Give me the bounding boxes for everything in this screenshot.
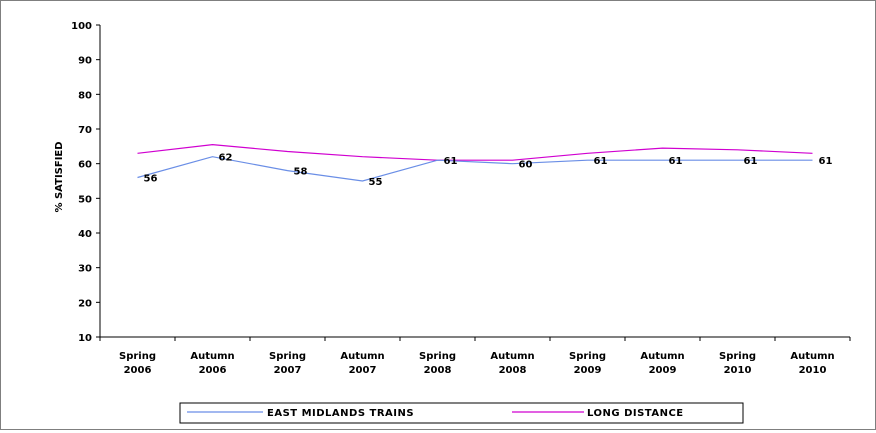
- legend-box: [179, 402, 744, 424]
- x-tick-label-line: Spring: [269, 351, 306, 362]
- x-tick-label: Autumn 2006: [190, 351, 234, 376]
- y-tick-label: 80: [78, 90, 92, 101]
- data-labels: 56 62 58 55 61 60 61 61 61 61: [144, 153, 833, 188]
- x-tick-label-line: 2006: [199, 365, 227, 376]
- x-tick-label: Spring 2006: [119, 351, 156, 376]
- x-tick-label-line: Autumn: [640, 351, 684, 362]
- legend-label: LONG DISTANCE: [587, 408, 684, 419]
- data-label: 60: [519, 160, 533, 171]
- y-tick-label: 60: [78, 160, 92, 171]
- data-label: 58: [294, 167, 308, 178]
- x-tick-label-line: Spring: [119, 351, 156, 362]
- y-tick-label: 10: [78, 333, 92, 344]
- y-tick-label: 30: [78, 264, 92, 275]
- data-label: 61: [669, 156, 683, 167]
- x-tick-label: Autumn 2009: [640, 351, 684, 376]
- x-tick-label-line: 2009: [574, 365, 602, 376]
- x-tick-label: Spring 2009: [569, 351, 606, 376]
- x-tick-label-line: Spring: [419, 351, 456, 362]
- x-tick-label-line: 2007: [349, 365, 377, 376]
- x-tick-label-line: 2008: [424, 365, 452, 376]
- x-tick-label-line: 2007: [274, 365, 302, 376]
- y-tick-label: 40: [78, 229, 92, 240]
- x-tick-label: Autumn 2007: [340, 351, 384, 376]
- legend: EAST MIDLANDS TRAINS LONG DISTANCE: [179, 402, 744, 424]
- y-tick-label: 70: [78, 125, 92, 136]
- x-tick-label-line: 2008: [499, 365, 527, 376]
- data-label: 61: [819, 156, 833, 167]
- x-tick-label: Spring 2010: [719, 351, 756, 376]
- y-tick-label: 90: [78, 56, 92, 67]
- x-tick-label-line: Autumn: [490, 351, 534, 362]
- x-axis: Spring 2006 Autumn 2006 Spring 2007 Autumn 2007…: [99, 336, 851, 376]
- y-tick-label: 50: [78, 194, 92, 205]
- x-tick-label-line: Spring: [569, 351, 606, 362]
- x-tick-label-line: 2006: [124, 365, 152, 376]
- series-line: [137, 156, 813, 182]
- y-axis-title: % SATISFIED: [54, 141, 65, 212]
- legend-label: EAST MIDLANDS TRAINS: [267, 408, 414, 419]
- series-layer: [137, 143, 813, 182]
- y-tick-label: 20: [78, 298, 92, 309]
- x-tick-label: Spring 2008: [419, 351, 456, 376]
- data-label: 62: [219, 153, 233, 164]
- x-tick-label-line: Autumn: [340, 351, 384, 362]
- data-label: 56: [144, 174, 158, 185]
- data-label: 61: [594, 156, 608, 167]
- x-tick-label: Spring 2007: [269, 351, 306, 376]
- x-tick-label: Autumn 2010: [790, 351, 834, 376]
- x-tick-label-line: 2010: [724, 365, 752, 376]
- y-tick-label: 100: [71, 21, 92, 32]
- data-label: 61: [444, 156, 458, 167]
- data-label: 61: [744, 156, 758, 167]
- x-tick-label: Autumn 2008: [490, 351, 534, 376]
- x-tick-label-line: Autumn: [790, 351, 834, 362]
- x-tick-label-line: Spring: [719, 351, 756, 362]
- y-axis: 10 20 30 40 50 60 70 80 90 100: [71, 21, 101, 344]
- series-line: [137, 143, 813, 161]
- x-tick-label-line: 2009: [649, 365, 677, 376]
- x-tick-label-line: 2010: [799, 365, 827, 376]
- x-tick-label-line: Autumn: [190, 351, 234, 362]
- data-label: 55: [369, 177, 383, 188]
